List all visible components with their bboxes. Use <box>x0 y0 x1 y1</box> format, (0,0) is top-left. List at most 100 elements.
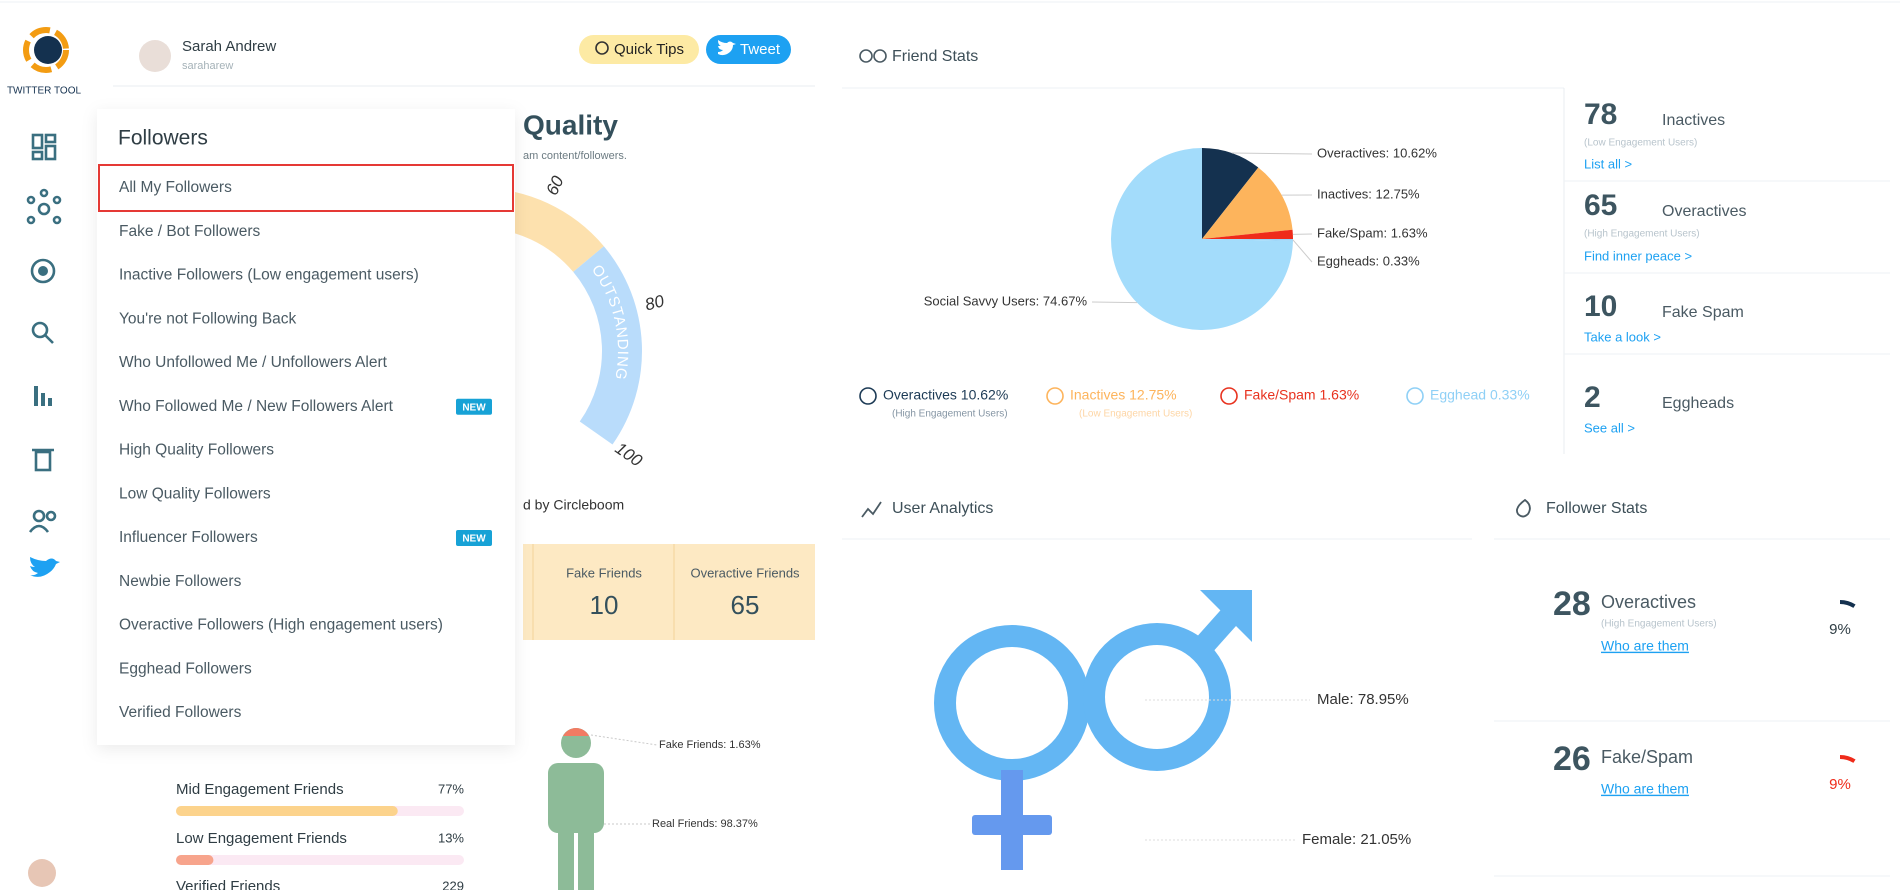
tweet-label[interactable]: Tweet <box>740 41 781 58</box>
bar-track <box>176 855 464 865</box>
new-badge <box>456 398 492 415</box>
male-arrowhead <box>1200 590 1252 642</box>
fs-donut <box>1839 755 1856 763</box>
side-subtitle: (Low Engagement Users) <box>1584 138 1697 149</box>
bar-label: Mid Engagement Friends <box>176 781 344 798</box>
legend-subtitle: (High Engagement Users) <box>892 409 1008 420</box>
bar <box>176 855 214 865</box>
female-label: Female: 21.05% <box>1302 831 1411 848</box>
fs-link[interactable]: Who are them <box>1601 781 1689 797</box>
menu-item[interactable]: High Quality Followers <box>119 442 274 459</box>
nav-twitter[interactable] <box>30 557 60 577</box>
quick-tips-bg[interactable] <box>579 35 699 64</box>
friend-stats-icon <box>859 49 873 63</box>
menu-item[interactable]: Fake / Bot Followers <box>119 223 261 240</box>
follower-stat-items: 28 Overactives (High Engagement Users) Who … <box>1494 585 1890 877</box>
pie-slice <box>1111 148 1293 330</box>
menu-item[interactable]: Who Unfollowed Me / Unfollowers Alert <box>119 354 388 371</box>
tweet-bg[interactable] <box>706 35 791 64</box>
pie-leader <box>1231 152 1313 155</box>
menu-item[interactable]: Egghead Followers <box>119 660 252 677</box>
new-badge <box>456 530 492 546</box>
nav-dashboard[interactable] <box>31 133 57 161</box>
side-label: Eggheads <box>1662 395 1734 412</box>
tweet-button[interactable]: Tweet <box>706 35 791 64</box>
pie-leader <box>1091 301 1137 304</box>
menu-item[interactable]: Who Followed Me / New Followers Alert <box>119 398 394 415</box>
legend-icon <box>859 387 877 405</box>
side-link[interactable]: See all > <box>1584 420 1635 435</box>
nav-delete[interactable] <box>32 448 54 472</box>
menu-item[interactable]: Influencer Followers <box>119 529 258 546</box>
side-count: 65 <box>1584 189 1617 222</box>
quality-subtitle: am content/followers. <box>523 150 627 162</box>
tweet-icon <box>718 40 736 56</box>
menu-panel <box>97 109 515 745</box>
logo-core <box>34 36 62 64</box>
pie-slice <box>1202 229 1293 239</box>
nav-network[interactable] <box>26 188 62 225</box>
legend-label: Egghead 0.33% <box>1430 387 1530 403</box>
menu-items: All My Followers Fake / Bot Followers Inac… <box>98 164 514 721</box>
figure-leg <box>558 820 574 890</box>
friend-stats-card: Friend Stats Overactives: 10.62% Inactive… <box>842 48 1890 454</box>
ua-icon <box>861 501 882 518</box>
bar-value-label: 13% <box>438 830 464 845</box>
side-link[interactable]: Find inner peace > <box>1584 248 1692 263</box>
pie-label: Eggheads: 0.33% <box>1317 253 1420 268</box>
menu-item[interactable]: You're not Following Back <box>119 310 297 327</box>
legend-label: Inactives 12.75% <box>1070 387 1177 403</box>
side-link[interactable]: List all > <box>1584 156 1632 171</box>
nav-people[interactable] <box>28 509 57 533</box>
human-figure: Fake Friends: 1.63% Real Friends: 98.37% <box>548 728 761 890</box>
user-analytics-card: User Analytics Male: 78.95% Female: 21.0… <box>842 500 1472 870</box>
verified-value: 229 <box>442 878 464 890</box>
menu-item[interactable]: Newbie Followers <box>119 573 242 590</box>
gauge-band <box>573 246 642 445</box>
nav-radar[interactable] <box>30 258 56 284</box>
male-symbol <box>1083 623 1231 771</box>
fs-link[interactable]: Who are them <box>1601 638 1689 654</box>
gauge-tick: 80 <box>643 291 667 314</box>
quick-tips-icon <box>595 41 609 55</box>
side-count: 10 <box>1584 290 1617 323</box>
friend-side-stats: 78 Inactives (Low Engagement Users) List al… <box>1564 98 1890 435</box>
quick-tips-label[interactable]: Quick Tips <box>614 41 684 58</box>
menu-item[interactable]: All My Followers <box>119 179 232 196</box>
figure-body <box>548 763 604 833</box>
friend-stats-icon <box>873 49 887 63</box>
fs-subtitle: (High Engagement Users) <box>1601 619 1717 630</box>
gauge-tick: 60 <box>542 173 567 199</box>
nav-analytics[interactable] <box>34 386 52 406</box>
fs-count: 26 <box>1553 740 1591 778</box>
follower-stats-card: Follower Stats 28 Overactives (High Engage… <box>1494 498 1890 877</box>
male-label: Male: 78.95% <box>1317 691 1409 708</box>
side-count: 78 <box>1584 98 1617 131</box>
friend-boxes: Fake Friends 10 Overactive Friends 65 <box>566 565 800 619</box>
menu-item[interactable]: Verified Followers <box>119 704 242 721</box>
quality-title: Quality <box>523 109 618 140</box>
menu-item[interactable]: Low Quality Followers <box>119 485 271 502</box>
nav-search[interactable] <box>31 321 54 344</box>
box-value: 10 <box>590 590 619 620</box>
fake-friends-label: Fake Friends: 1.63% <box>659 739 761 751</box>
user-handle: saraharew <box>182 60 233 72</box>
legend-label: Overactives 10.62% <box>883 387 1008 403</box>
quick-tips-button[interactable]: Quick Tips <box>579 35 699 64</box>
menu-title: Followers <box>118 127 208 150</box>
fs-icon <box>1516 498 1531 518</box>
ua-title: User Analytics <box>892 500 993 517</box>
sidebar-avatar[interactable] <box>28 859 56 887</box>
menu-item[interactable]: Overactive Followers (High engagement us… <box>119 617 443 634</box>
box-value: 65 <box>731 590 760 620</box>
side-label: Inactives <box>1662 112 1725 129</box>
leader-line <box>590 734 658 746</box>
side-link[interactable]: Take a look > <box>1584 329 1661 344</box>
new-badge-text: NEW <box>462 534 486 545</box>
menu-item[interactable]: Inactive Followers (Low engagement users… <box>119 267 419 284</box>
bar-value-label: 77% <box>438 781 464 796</box>
user-name: Sarah Andrew <box>182 38 276 55</box>
legend-icon <box>1220 387 1238 405</box>
pie-legend: Overactives 10.62% (High Engagement Users… <box>859 387 1530 420</box>
